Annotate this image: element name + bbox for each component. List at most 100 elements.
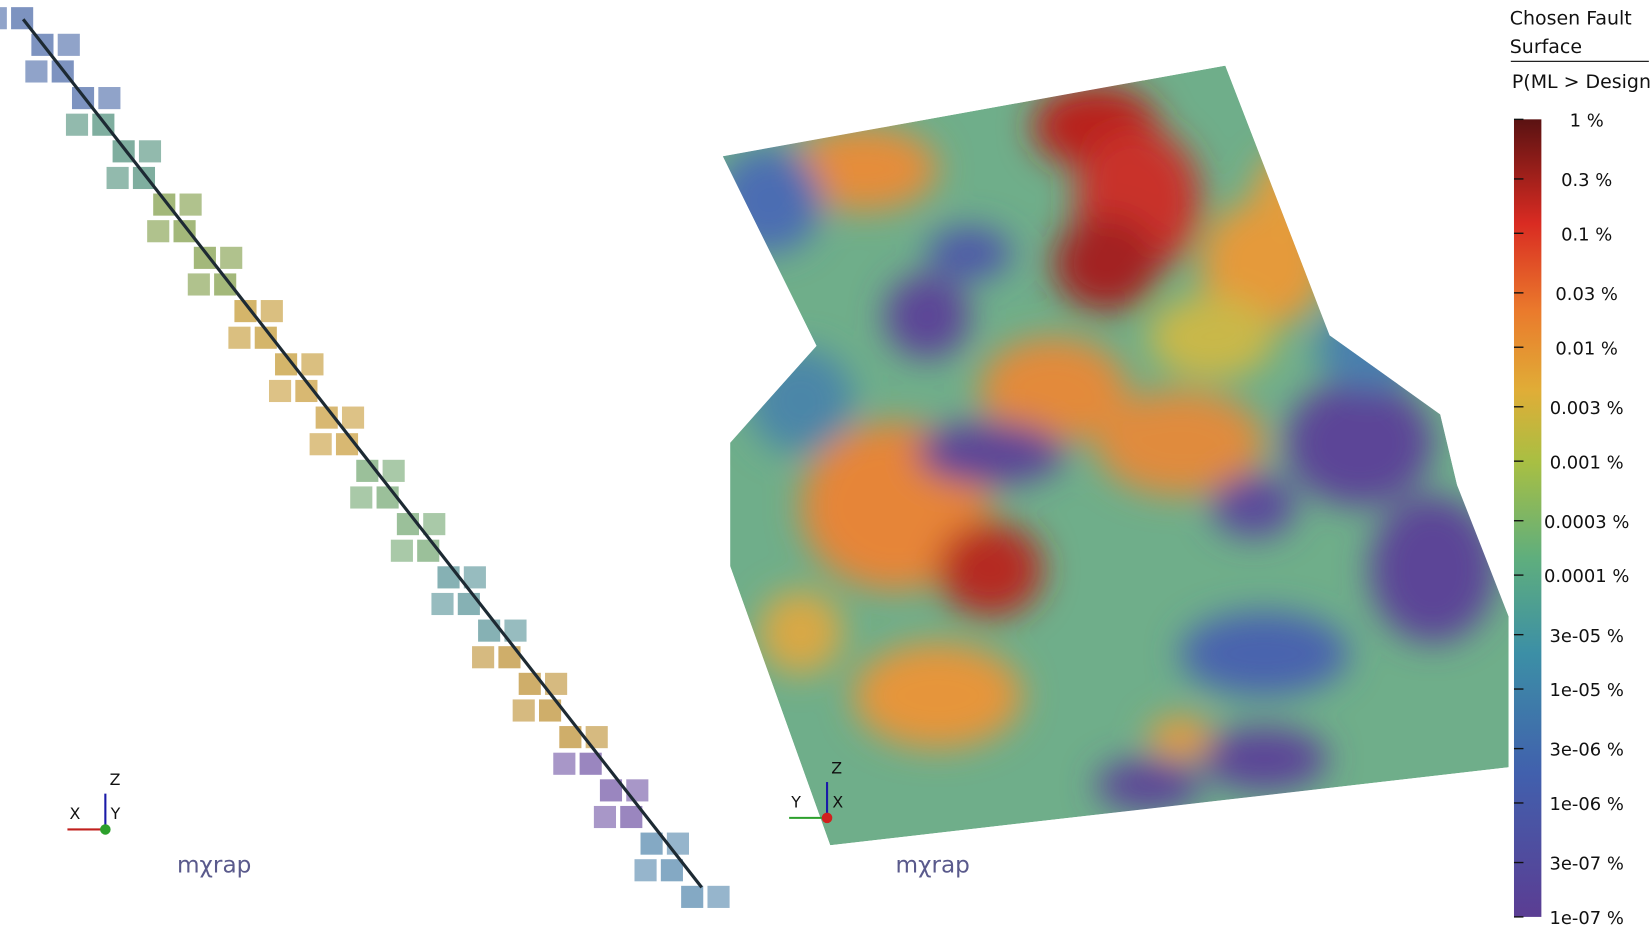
patch bbox=[308, 432, 333, 457]
colorbar bbox=[1513, 119, 1542, 917]
patch bbox=[430, 591, 455, 617]
patch bbox=[227, 325, 252, 350]
patch bbox=[477, 618, 502, 643]
colorbar-tick-label: 0.1 % bbox=[1561, 224, 1612, 245]
surface-patch bbox=[722, 147, 822, 254]
colorbar-tick-label: 1e-05 % bbox=[1549, 680, 1623, 701]
surface-patch bbox=[1201, 727, 1328, 791]
colorbar-tick-label: 3e-05 % bbox=[1549, 626, 1623, 647]
patch bbox=[192, 245, 217, 270]
origin bbox=[100, 824, 111, 835]
colorbar-tick-label: 3e-06 % bbox=[1549, 740, 1623, 761]
legend-title: Chosen Fault Surface bbox=[1509, 7, 1632, 59]
patch bbox=[233, 298, 258, 324]
surface-patch bbox=[1148, 716, 1212, 759]
colorbar-tick-label: 0.01 % bbox=[1555, 338, 1618, 359]
patch bbox=[219, 245, 244, 270]
patch bbox=[389, 538, 415, 563]
surface-patch bbox=[1053, 216, 1159, 312]
patch bbox=[178, 192, 203, 217]
patch bbox=[659, 858, 685, 883]
surface-patch bbox=[758, 590, 843, 675]
patch bbox=[300, 352, 325, 377]
patch bbox=[105, 165, 130, 191]
patch bbox=[273, 352, 299, 377]
surface-patch bbox=[1211, 474, 1296, 538]
patch bbox=[706, 884, 731, 910]
patch bbox=[340, 405, 366, 430]
colorbar-tick-label: 0.3 % bbox=[1561, 170, 1612, 191]
patch bbox=[97, 85, 122, 111]
patch bbox=[349, 485, 374, 510]
colorbar-tick-label: 0.0003 % bbox=[1544, 512, 1629, 533]
surface-patch bbox=[1285, 379, 1433, 507]
axis-label: Y bbox=[790, 792, 801, 811]
patch bbox=[619, 804, 644, 830]
patch bbox=[639, 831, 664, 856]
origin bbox=[821, 812, 833, 824]
patch bbox=[259, 298, 284, 324]
patch bbox=[422, 511, 447, 537]
colorbar-tick-label: 0.0001 % bbox=[1544, 566, 1629, 587]
legend-subtitle: P(ML > Design) bbox=[1512, 71, 1652, 93]
patch bbox=[186, 272, 211, 297]
legend: Chosen Fault Surface P(ML > Design) bbox=[1509, 7, 1652, 917]
patch bbox=[24, 59, 49, 84]
patch bbox=[592, 804, 618, 830]
patch bbox=[470, 645, 496, 670]
axis-label: X bbox=[70, 804, 81, 823]
fault-surface bbox=[722, 65, 1509, 846]
surface-patch bbox=[1148, 295, 1275, 380]
fault-trace bbox=[21, 18, 703, 889]
patch bbox=[416, 538, 441, 563]
colorbar-ticks: 1 % 0.3 % 0.1 % 0.03 % 0.01 % 0.003 % 0.001 % 0… bbox=[1513, 110, 1629, 929]
patch bbox=[146, 219, 171, 244]
patch bbox=[552, 751, 577, 776]
patch bbox=[462, 565, 487, 590]
colorbar-tick-label: 0.001 % bbox=[1550, 452, 1624, 473]
surface-patch bbox=[1316, 305, 1423, 391]
axis-label: Z bbox=[110, 770, 121, 789]
colorbar-tick-label: 1e-06 % bbox=[1549, 794, 1623, 815]
patch bbox=[381, 458, 406, 483]
logo: mχrap bbox=[896, 852, 970, 879]
logo: mχrap bbox=[177, 852, 251, 879]
patch bbox=[456, 591, 481, 617]
surface-patch bbox=[885, 274, 970, 359]
patch bbox=[680, 884, 705, 910]
patch bbox=[137, 139, 163, 164]
surface-patch bbox=[790, 126, 938, 212]
patch bbox=[511, 698, 536, 723]
patch bbox=[436, 565, 461, 590]
patch bbox=[213, 272, 238, 297]
axis-label: Z bbox=[831, 759, 842, 778]
surface-patch bbox=[748, 347, 854, 454]
surface-patch bbox=[916, 421, 1065, 485]
patch bbox=[253, 325, 278, 350]
surface-patch bbox=[853, 642, 1022, 749]
patch bbox=[558, 725, 583, 750]
colorbar-tick-label: 0.03 % bbox=[1555, 284, 1618, 305]
patch bbox=[0, 6, 8, 31]
surface-patch bbox=[1180, 611, 1349, 696]
patch bbox=[172, 219, 197, 244]
patch bbox=[578, 751, 603, 776]
patch bbox=[497, 645, 522, 670]
patch bbox=[665, 831, 691, 856]
patch bbox=[598, 778, 624, 803]
colorbar-tick-label: 3e-07 % bbox=[1549, 854, 1623, 875]
surface-patch bbox=[1095, 390, 1265, 496]
patch bbox=[56, 32, 81, 57]
patch bbox=[152, 192, 177, 217]
surface-patch bbox=[937, 521, 1044, 617]
axis-label: X bbox=[832, 792, 843, 811]
colorbar-tick-label: 0.003 % bbox=[1550, 398, 1624, 419]
patch bbox=[64, 112, 90, 137]
patch bbox=[633, 858, 658, 883]
patch bbox=[267, 378, 293, 404]
legend-title-box: Chosen Fault Surface bbox=[1509, 7, 1632, 59]
surface-patch bbox=[979, 337, 1128, 443]
